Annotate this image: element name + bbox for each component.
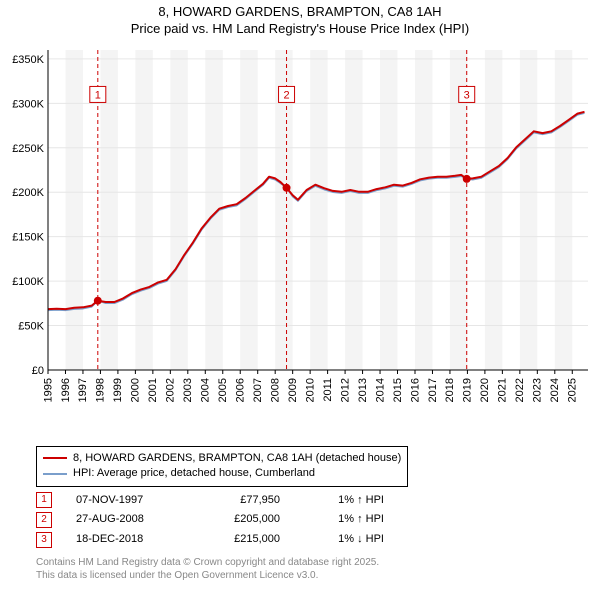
- sale-pct: 1% ↑ HPI: [304, 491, 384, 511]
- marker-badge: 1: [36, 492, 52, 508]
- svg-text:1: 1: [95, 89, 101, 101]
- sale-price: £77,950: [200, 491, 280, 511]
- svg-text:2019: 2019: [462, 378, 474, 402]
- svg-text:2005: 2005: [217, 378, 229, 402]
- legend-item-hpi: HPI: Average price, detached house, Cumb…: [43, 466, 401, 481]
- legend-swatch: [43, 457, 67, 459]
- sale-price: £205,000: [200, 510, 280, 530]
- attribution: Contains HM Land Registry data © Crown c…: [36, 556, 594, 582]
- marker-badge: 2: [36, 512, 52, 528]
- svg-text:2011: 2011: [322, 378, 334, 402]
- svg-text:2007: 2007: [252, 378, 264, 402]
- svg-text:2015: 2015: [392, 378, 404, 402]
- svg-text:2000: 2000: [130, 378, 142, 402]
- sales-row: 3 18-DEC-2018 £215,000 1% ↓ HPI: [36, 530, 594, 550]
- svg-text:2001: 2001: [147, 378, 159, 402]
- svg-text:2: 2: [283, 89, 289, 101]
- sale-date: 07-NOV-1997: [76, 491, 176, 511]
- svg-text:1996: 1996: [60, 378, 72, 402]
- svg-text:£300K: £300K: [12, 98, 44, 110]
- svg-text:2022: 2022: [514, 378, 526, 402]
- svg-text:2017: 2017: [427, 378, 439, 402]
- svg-text:2012: 2012: [339, 378, 351, 402]
- svg-text:2016: 2016: [409, 378, 421, 402]
- sale-pct: 1% ↓ HPI: [304, 530, 384, 550]
- sale-pct: 1% ↑ HPI: [304, 510, 384, 530]
- title-address: 8, HOWARD GARDENS, BRAMPTON, CA8 1AH: [6, 4, 594, 21]
- title-subtitle: Price paid vs. HM Land Registry's House …: [6, 21, 594, 38]
- attribution-line: This data is licensed under the Open Gov…: [36, 569, 594, 582]
- svg-text:2018: 2018: [444, 378, 456, 402]
- svg-text:1999: 1999: [112, 378, 124, 402]
- svg-text:1995: 1995: [42, 378, 54, 402]
- svg-text:£150K: £150K: [12, 231, 44, 243]
- legend-item-property: 8, HOWARD GARDENS, BRAMPTON, CA8 1AH (de…: [43, 451, 401, 466]
- svg-text:£0: £0: [32, 365, 44, 377]
- svg-text:2009: 2009: [287, 378, 299, 402]
- sale-date: 18-DEC-2018: [76, 530, 176, 550]
- svg-text:2008: 2008: [269, 378, 281, 402]
- svg-text:2024: 2024: [549, 378, 561, 402]
- sales-row: 1 07-NOV-1997 £77,950 1% ↑ HPI: [36, 491, 594, 511]
- svg-text:2020: 2020: [479, 378, 491, 402]
- svg-text:£200K: £200K: [12, 187, 44, 199]
- legend: 8, HOWARD GARDENS, BRAMPTON, CA8 1AH (de…: [36, 446, 408, 487]
- legend-swatch: [43, 473, 67, 475]
- attribution-line: Contains HM Land Registry data © Crown c…: [36, 556, 594, 569]
- title-block: 8, HOWARD GARDENS, BRAMPTON, CA8 1AH Pri…: [6, 4, 594, 38]
- chart-container: 8, HOWARD GARDENS, BRAMPTON, CA8 1AH Pri…: [0, 0, 600, 588]
- sales-table: 1 07-NOV-1997 £77,950 1% ↑ HPI 2 27-AUG-…: [36, 491, 594, 550]
- marker-badge: 3: [36, 532, 52, 548]
- legend-label: HPI: Average price, detached house, Cumb…: [73, 466, 315, 481]
- svg-text:2014: 2014: [374, 378, 386, 402]
- sale-date: 27-AUG-2008: [76, 510, 176, 530]
- svg-text:2003: 2003: [182, 378, 194, 402]
- svg-text:1997: 1997: [77, 378, 89, 402]
- legend-label: 8, HOWARD GARDENS, BRAMPTON, CA8 1AH (de…: [73, 451, 401, 466]
- svg-text:2002: 2002: [165, 378, 177, 402]
- svg-text:1998: 1998: [95, 378, 107, 402]
- svg-text:£250K: £250K: [12, 143, 44, 155]
- svg-text:2013: 2013: [357, 378, 369, 402]
- svg-text:£350K: £350K: [12, 54, 44, 66]
- sale-price: £215,000: [200, 530, 280, 550]
- svg-text:3: 3: [464, 89, 470, 101]
- svg-text:2025: 2025: [567, 378, 579, 402]
- chart-area: £0 £50K £100K £150K £200K £250K £300K £350K 1995…: [6, 40, 594, 440]
- sales-row: 2 27-AUG-2008 £205,000 1% ↑ HPI: [36, 510, 594, 530]
- svg-text:2023: 2023: [532, 378, 544, 402]
- svg-text:2004: 2004: [200, 378, 212, 402]
- svg-text:£100K: £100K: [12, 276, 44, 288]
- svg-text:£50K: £50K: [18, 320, 44, 332]
- chart-svg: £0 £50K £100K £150K £200K £250K £300K £350K 1995…: [6, 40, 594, 440]
- svg-text:2006: 2006: [235, 378, 247, 402]
- svg-text:2010: 2010: [304, 378, 316, 402]
- svg-text:2021: 2021: [497, 378, 509, 402]
